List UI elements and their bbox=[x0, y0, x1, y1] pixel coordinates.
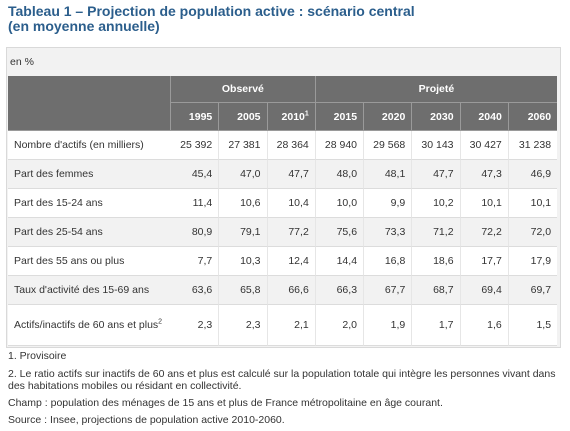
table-cell: 7,7 bbox=[171, 247, 220, 276]
table-cell: 10,6 bbox=[219, 189, 268, 218]
table-cell: 14,4 bbox=[315, 247, 365, 276]
table-row: Part des femmes 45,4 47,0 47,7 48,0 48,1… bbox=[8, 160, 558, 189]
table-row: Nombre d'actifs (en milliers) 25 392 27 … bbox=[8, 131, 558, 160]
table-cell: 75,6 bbox=[315, 218, 365, 247]
table-title-line1: Tableau 1 – Projection de population act… bbox=[8, 3, 415, 19]
table-cell: 16,8 bbox=[364, 247, 413, 276]
table-cell: 18,6 bbox=[412, 247, 461, 276]
source-note: Source : Insee, projections de populatio… bbox=[8, 414, 285, 426]
table-cell: 65,8 bbox=[219, 276, 268, 305]
table-cell: 47,7 bbox=[267, 160, 316, 189]
table-cell: 72,2 bbox=[460, 218, 509, 247]
table-cell: 68,7 bbox=[412, 276, 461, 305]
table-title-line2: (en moyenne annuelle) bbox=[8, 18, 160, 34]
table-cell: 27 381 bbox=[219, 131, 268, 160]
table-cell: 47,0 bbox=[219, 160, 268, 189]
table-cell: 47,7 bbox=[412, 160, 461, 189]
table-cell: 2,1 bbox=[267, 305, 316, 346]
table-cell: 10,1 bbox=[508, 189, 558, 218]
table-cell: 67,7 bbox=[364, 276, 413, 305]
table-cell: 79,1 bbox=[219, 218, 268, 247]
header-years-row: 1995 2005 20101 2015 2020 2030 2040 2060 bbox=[8, 103, 558, 131]
table-cell: 66,3 bbox=[315, 276, 365, 305]
year-header: 2020 bbox=[364, 103, 413, 131]
footnote-ref: 1 bbox=[304, 110, 309, 117]
table-cell: 9,9 bbox=[364, 189, 413, 218]
table-cell: 2,3 bbox=[219, 305, 268, 346]
footnote-1: 1. Provisoire bbox=[8, 350, 67, 362]
table-cell: 71,2 bbox=[412, 218, 461, 247]
table-cell: 45,4 bbox=[171, 160, 220, 189]
table-cell: 31 238 bbox=[508, 131, 558, 160]
table-cell: 12,4 bbox=[267, 247, 316, 276]
year-header: 2005 bbox=[219, 103, 268, 131]
row-label: Part des femmes bbox=[8, 160, 171, 189]
table-cell: 11,4 bbox=[171, 189, 220, 218]
table-cell: 80,9 bbox=[171, 218, 220, 247]
table-cell: 69,4 bbox=[460, 276, 509, 305]
table-cell: 10,0 bbox=[315, 189, 365, 218]
table-cell: 48,0 bbox=[315, 160, 365, 189]
table-cell: 28 940 bbox=[315, 131, 365, 160]
table-cell: 10,1 bbox=[460, 189, 509, 218]
table-cell: 29 568 bbox=[364, 131, 413, 160]
row-label: Part des 25-54 ans bbox=[8, 218, 171, 247]
header-corner bbox=[8, 76, 171, 131]
table-row: Part des 15-24 ans 11,4 10,6 10,4 10,0 9… bbox=[8, 189, 558, 218]
row-label: Nombre d'actifs (en milliers) bbox=[8, 131, 171, 160]
header-projected: Projeté bbox=[315, 76, 558, 103]
table-cell: 2,3 bbox=[171, 305, 220, 346]
table-cell: 1,6 bbox=[460, 305, 509, 346]
table-cell: 10,4 bbox=[267, 189, 316, 218]
table-cell: 1,7 bbox=[412, 305, 461, 346]
table-cell: 30 143 bbox=[412, 131, 461, 160]
table-cell: 66,6 bbox=[267, 276, 316, 305]
table-cell: 10,3 bbox=[219, 247, 268, 276]
row-label: Part des 15-24 ans bbox=[8, 189, 171, 218]
year-header-2010: 20101 bbox=[267, 103, 316, 131]
footnotes: 1. Provisoire 2. Le ratio actifs sur ina… bbox=[8, 350, 562, 426]
table-cell: 73,3 bbox=[364, 218, 413, 247]
unit-label: en % bbox=[10, 56, 34, 68]
row-label-text: Actifs/inactifs de 60 ans et plus bbox=[14, 318, 159, 331]
row-label: Taux d'activité des 15-69 ans bbox=[8, 276, 171, 305]
year-header: 2060 bbox=[508, 103, 558, 131]
table-cell: 30 427 bbox=[460, 131, 509, 160]
table-cell: 46,9 bbox=[508, 160, 558, 189]
table-row: Actifs/inactifs de 60 ans et plus2 2,3 2… bbox=[8, 305, 558, 346]
scope-note: Champ : population des ménages de 15 ans… bbox=[8, 397, 443, 409]
table-cell: 28 364 bbox=[267, 131, 316, 160]
table-row: Taux d'activité des 15-69 ans 63,6 65,8 … bbox=[8, 276, 558, 305]
table-cell: 2,0 bbox=[315, 305, 365, 346]
table-row: Part des 25-54 ans 80,9 79,1 77,2 75,6 7… bbox=[8, 218, 558, 247]
table-cell: 17,7 bbox=[460, 247, 509, 276]
year-header: 1995 bbox=[171, 103, 220, 131]
header-observed: Observé bbox=[171, 76, 316, 103]
table-cell: 10,2 bbox=[412, 189, 461, 218]
population-table: Observé Projeté 1995 2005 20101 2015 202… bbox=[8, 76, 558, 346]
table-cell: 48,1 bbox=[364, 160, 413, 189]
year-header: 2040 bbox=[460, 103, 509, 131]
footnote-ref: 2 bbox=[158, 318, 163, 325]
table-cell: 63,6 bbox=[171, 276, 220, 305]
table-cell: 69,7 bbox=[508, 276, 558, 305]
row-label: Actifs/inactifs de 60 ans et plus2 bbox=[8, 305, 171, 346]
table-cell: 25 392 bbox=[171, 131, 220, 160]
year-header: 2030 bbox=[412, 103, 461, 131]
header-group-row: Observé Projeté bbox=[8, 76, 558, 131]
table-row: Part des 55 ans ou plus 7,7 10,3 12,4 14… bbox=[8, 247, 558, 276]
footnote-2: 2. Le ratio actifs sur inactifs de 60 an… bbox=[8, 368, 556, 392]
table-title: Tableau 1 – Projection de population act… bbox=[8, 4, 562, 34]
table-cell: 72,0 bbox=[508, 218, 558, 247]
year-header: 2015 bbox=[315, 103, 365, 131]
row-label: Part des 55 ans ou plus bbox=[8, 247, 171, 276]
table-cell: 17,9 bbox=[508, 247, 558, 276]
table-cell: 77,2 bbox=[267, 218, 316, 247]
table-cell: 1,5 bbox=[508, 305, 558, 346]
year-header-label: 2010 bbox=[281, 110, 305, 123]
table-cell: 1,9 bbox=[364, 305, 413, 346]
table-cell: 47,3 bbox=[460, 160, 509, 189]
